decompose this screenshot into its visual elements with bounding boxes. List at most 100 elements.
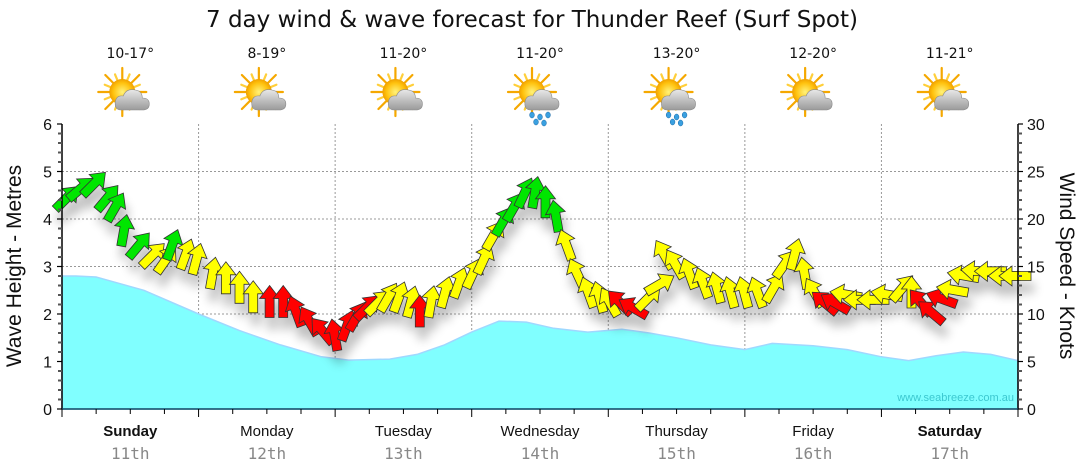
y-right-tick-label: 15 [1027, 260, 1045, 277]
raindrop-icon [677, 119, 684, 127]
sun-ray [538, 73, 551, 86]
wind-arrow [746, 276, 768, 310]
y-left-tick-label: 3 [43, 260, 52, 277]
day-column-monday: 8-19° Monday 12th [233, 46, 294, 463]
raindrop-icon [669, 118, 676, 126]
sun-ray [650, 98, 662, 111]
wind-arrow [124, 232, 150, 261]
day-column-saturday: 11-21° Saturday 17th [916, 46, 983, 463]
day-name-label: Thursday [645, 423, 708, 440]
sun-ray [923, 73, 936, 86]
wind-arrow [242, 280, 265, 314]
sun-ray [948, 73, 960, 86]
showers-icon [643, 66, 696, 127]
sun-ray [675, 73, 687, 86]
day-date-label: 14th [521, 444, 560, 463]
wind-arrow [643, 273, 675, 297]
y-axis-right-label: Wind Speed - Knots [1055, 173, 1078, 360]
y-left-tick-label: 6 [43, 117, 52, 134]
partly-cloudy-icon [916, 66, 970, 118]
day-headers: 10-17° Sunday 11th 8-19° Monday 12th 11-20° Tue… [97, 46, 983, 463]
day-date-label: 11th [111, 444, 150, 463]
y-right-tick-label: 20 [1027, 212, 1045, 229]
sun-ray [923, 98, 936, 111]
temperature-range: 11-20° [516, 46, 564, 62]
wind-arrow [186, 242, 208, 277]
partly-cloudy-icon [97, 66, 150, 118]
raindrop-icon [529, 111, 535, 119]
y-axis-left-label: Wave Height - Metres [3, 165, 26, 367]
wind-arrow [935, 278, 970, 300]
day-name-label: Friday [792, 423, 834, 440]
y-left-tick-label: 5 [43, 165, 52, 182]
sun-ray [377, 73, 389, 86]
day-date-label: 13th [384, 444, 423, 463]
day-column-tuesday: 11-20° Tuesday 13th [370, 46, 432, 463]
temperature-range: 13-20° [653, 46, 701, 62]
day-date-label: 17th [930, 444, 969, 463]
wind-arrow [228, 270, 251, 304]
temperature-range: 10-17° [106, 46, 154, 62]
sun-ray [240, 73, 253, 86]
sun-ray [787, 98, 799, 111]
sun-ray [104, 73, 116, 86]
wind-arrow [113, 213, 136, 248]
sun-ray [513, 98, 526, 111]
sun-ray [240, 98, 253, 111]
y-right-tick-label: 0 [1027, 402, 1036, 419]
watermark: www.seabreeze.com.au [896, 392, 1014, 404]
wind-arrow [472, 243, 495, 277]
y-right-tick-label: 25 [1027, 165, 1045, 182]
partly-cloudy-icon [780, 66, 833, 118]
showers-icon [506, 66, 560, 127]
wind-arrow [215, 261, 237, 295]
wind-arrow [998, 265, 1032, 287]
day-name-label: Tuesday [375, 423, 432, 440]
cloud-icon [661, 89, 696, 111]
y-left-tick-label: 2 [43, 307, 52, 324]
y-left-tick-label: 1 [43, 355, 52, 372]
temperature-range: 8-19° [247, 46, 286, 62]
day-date-label: 12th [248, 444, 287, 463]
day-date-label: 15th [657, 444, 696, 463]
sun-ray [513, 73, 526, 86]
sun-ray [650, 73, 662, 86]
temperature-range: 12-20° [789, 46, 837, 62]
wind-arrow [618, 297, 650, 321]
cloud-icon [524, 89, 560, 111]
y-right-tick-label: 10 [1027, 307, 1045, 324]
day-date-label: 16th [794, 444, 833, 463]
partly-cloudy-icon [233, 66, 287, 118]
sun-ray [787, 73, 799, 86]
wind-arrow [534, 185, 557, 219]
wind-arrow [258, 284, 281, 318]
sun-ray [377, 98, 389, 111]
day-name-label: Sunday [103, 423, 158, 440]
cloud-icon [388, 89, 423, 111]
wave-area-layer [61, 275, 1019, 410]
y-left-tick-label: 4 [43, 212, 52, 229]
wind-arrow [79, 171, 106, 199]
raindrop-icon [537, 113, 543, 121]
cloud-icon [251, 89, 287, 111]
raindrop-icon [533, 118, 539, 126]
day-column-wednesday: 11-20° Wednesday 14th [501, 46, 580, 463]
temperature-range: 11-20° [380, 46, 428, 62]
axes: 0 1 2 3 4 5 6 0 5 10 15 20 25 30 [43, 117, 1045, 419]
day-name-label: Saturday [918, 423, 983, 440]
wind-arrow [785, 238, 806, 272]
day-name-label: Monday [240, 423, 294, 440]
day-name-label: Wednesday [501, 423, 580, 440]
raindrop-icon [545, 111, 551, 119]
wind-arrow [102, 192, 127, 224]
raindrop-icon [541, 119, 547, 127]
cloud-icon [797, 89, 833, 111]
raindrop-icon [665, 111, 672, 119]
sun-ray [265, 73, 277, 86]
y-right-tick-label: 30 [1027, 117, 1045, 134]
sun-ray [128, 73, 141, 86]
day-column-friday: 12-20° Friday 16th [780, 46, 837, 463]
day-column-sunday: 10-17° Sunday 11th [97, 46, 158, 463]
partly-cloudy-icon [370, 66, 423, 118]
